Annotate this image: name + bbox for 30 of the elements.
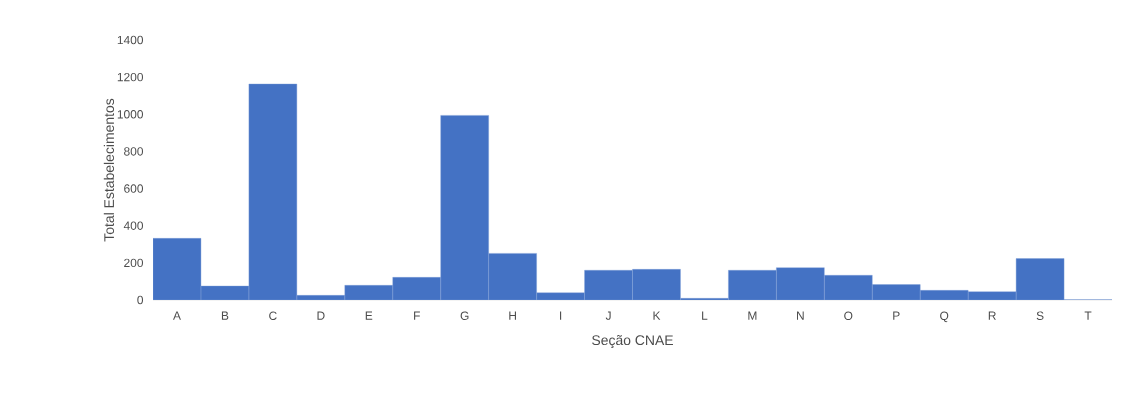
x-tick-label: N xyxy=(797,311,804,320)
x-tick-label: M xyxy=(748,311,757,320)
x-tick-label: R xyxy=(988,311,996,320)
x-tick-label: C xyxy=(269,311,277,320)
x-tick-label: A xyxy=(173,311,181,320)
x-tick-label: G xyxy=(460,311,469,320)
y-tick-label: 1200 xyxy=(117,72,144,82)
x-tick-label: D xyxy=(317,311,325,320)
x-tick-label: F xyxy=(414,311,420,320)
y-tick-label: 1400 xyxy=(117,35,144,45)
x-axis-title: Seção CNAE xyxy=(592,334,673,348)
x-tick-label: O xyxy=(844,311,853,320)
x-tick-label: T xyxy=(1084,311,1092,320)
y-tick-label: 800 xyxy=(124,147,144,156)
y-tick-label: 0 xyxy=(137,295,144,305)
x-tick-label: Q xyxy=(940,311,949,323)
x-tick-label: B xyxy=(221,311,229,320)
y-tick-label: 600 xyxy=(124,184,144,193)
y-tick-label: 400 xyxy=(123,221,144,230)
x-tick-label: K xyxy=(653,311,661,320)
x-tick-label: S xyxy=(1036,311,1044,320)
y-axis-title: Total Estabelecimentos xyxy=(103,98,115,242)
x-tick-label: E xyxy=(365,311,373,320)
x-tick-label: I xyxy=(560,311,562,320)
y-tick-label: 200 xyxy=(124,258,144,268)
y-tick-label: 1000 xyxy=(117,110,144,119)
x-tick-label: P xyxy=(893,311,900,320)
x-tick-label: L xyxy=(702,311,708,320)
x-tick-label: J xyxy=(605,311,611,320)
x-tick-label: H xyxy=(509,311,516,320)
